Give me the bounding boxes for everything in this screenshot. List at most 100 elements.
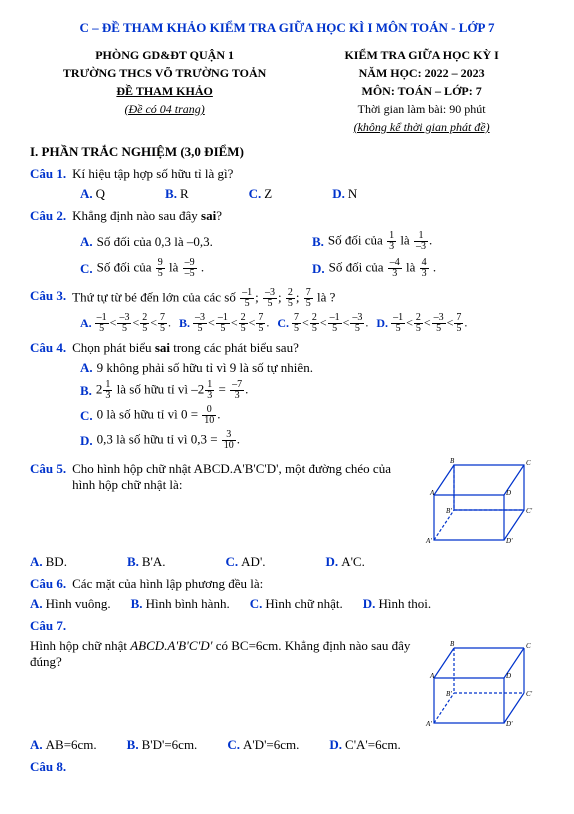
opt-label: D. [329, 737, 342, 753]
svg-text:D': D' [505, 720, 513, 728]
opt-label: C. [277, 316, 289, 331]
q6-D: Hình thoi. [378, 596, 431, 612]
q5-C: AD'. [241, 554, 265, 570]
q7-num: Câu 7. [30, 618, 66, 634]
q6-options: A.Hình vuông. B.Hình bình hành. C.Hình c… [30, 596, 544, 612]
doc-title: C – ĐỀ THAM KHẢO KIỂM TRA GIỮA HỌC KÌ I … [30, 20, 544, 36]
q3-D: –15<25<–35<75. [390, 313, 467, 334]
hdr-r1: KIỂM TRA GIỮA HỌC KỲ I [299, 46, 544, 64]
q5-D: A'C. [341, 554, 365, 570]
q3-post: là ? [317, 289, 335, 304]
q1-A: Q [96, 186, 105, 202]
q6-B: Hình bình hành. [146, 596, 230, 612]
q4-num: Câu 4. [30, 340, 66, 356]
q3-num: Câu 3. [30, 288, 66, 304]
svg-text:B: B [450, 457, 455, 465]
opt-label: D. [332, 186, 345, 202]
q2-B-pre: Số đối của [328, 232, 383, 247]
question-3: Câu 3. Thứ tự từ bé đến lớn của các số –… [30, 288, 544, 309]
q4-B: 213 là số hữu tỉ vì –213 = –73. [96, 380, 248, 401]
q1-D: N [348, 186, 357, 202]
q1-num: Câu 1. [30, 166, 66, 182]
opt-label: B. [165, 186, 177, 202]
q2-text: Khẳng định nào sau đây sai? [72, 208, 544, 224]
svg-text:A: A [429, 489, 435, 497]
q1-options: A.Q B.R C.Z D.N [80, 186, 544, 202]
svg-text:D: D [505, 489, 511, 497]
hdr-l1: PHÒNG GD&ĐT QUẬN 1 [30, 46, 299, 64]
q1-text: Kí hiệu tập hợp số hữu tỉ là gì? [72, 166, 544, 182]
q4-pre: Chọn phát biểu [72, 340, 155, 355]
opt-label: D. [326, 554, 339, 570]
q4-options: A.9 không phải số hữu tỉ vì 9 là số tự n… [80, 360, 544, 451]
hdr-l4: (Đề có 04 trang) [30, 100, 299, 118]
hdr-l3: ĐỀ THAM KHẢO [30, 82, 299, 100]
svg-text:A: A [429, 672, 435, 680]
opt-label: A. [30, 596, 43, 612]
q7-row: Hình hộp chữ nhật ABCD.A'B'C'D' có BC=6c… [30, 638, 544, 733]
q2-D-mid: là [406, 259, 415, 274]
q2-D: Số đối của –43 là 43 . [329, 258, 437, 279]
opt-label: B. [131, 596, 143, 612]
q7-pre: Hình hộp chữ nhật [30, 638, 130, 653]
q5-A: BD. [46, 554, 67, 570]
q3-pre: Thứ tự từ bé đến lớn của các số [72, 289, 236, 304]
header: PHÒNG GD&ĐT QUẬN 1 TRƯỜNG THCS VÕ TRƯỜNG… [30, 46, 544, 136]
q2-C-mid: là [169, 259, 178, 274]
svg-text:B': B' [446, 507, 452, 515]
question-6: Câu 6. Các mặt của hình lập phương đều l… [30, 576, 544, 592]
svg-text:B': B' [446, 690, 452, 698]
svg-text:D': D' [505, 537, 513, 545]
q3-text: Thứ tự từ bé đến lớn của các số –15; –35… [72, 288, 544, 309]
svg-text:C': C' [526, 507, 533, 515]
cuboid-figure-2: AD BC A'D' B'C' [424, 638, 544, 733]
svg-text:D: D [505, 672, 511, 680]
q7-options: A.AB=6cm. B.B'D'=6cm. C.A'D'=6cm. D.C'A'… [30, 737, 544, 753]
svg-text:A': A' [425, 720, 432, 728]
svg-text:C: C [526, 459, 531, 467]
q1-C: Z [264, 186, 272, 202]
q2-A: Số đối của 0,3 là –0,3. [97, 234, 213, 250]
q2-options: A.Số đối của 0,3 là –0,3. B. Số đối của … [80, 228, 544, 282]
q4-D-pre: 0,3 là số hữu tỉ vì 0,3 = [97, 431, 221, 446]
q3-A: –15<–35<25<75. [94, 313, 171, 334]
q5-text: Cho hình hộp chữ nhật ABCD.A'B'C'D', một… [72, 461, 414, 493]
q7-ital: ABCD.A'B'C'D' [130, 638, 212, 653]
q5-num: Câu 5. [30, 461, 66, 477]
opt-label: B. [127, 737, 139, 753]
q6-C: Hình chữ nhật. [265, 596, 342, 612]
opt-label: C. [250, 596, 263, 612]
opt-label: A. [80, 316, 92, 331]
question-5: Câu 5. Cho hình hộp chữ nhật ABCD.A'B'C'… [30, 461, 414, 493]
q2-sai: sai [201, 208, 216, 223]
q8-num: Câu 8. [30, 759, 66, 775]
q5-B: B'A. [142, 554, 166, 570]
question-8: Câu 8. [30, 759, 544, 775]
opt-label: D. [376, 316, 388, 331]
question-1: Câu 1. Kí hiệu tập hợp số hữu tỉ là gì? [30, 166, 544, 182]
q2-C-post: . [201, 259, 204, 274]
q7-D: C'A'=6cm. [345, 737, 401, 753]
opt-label: A. [30, 554, 43, 570]
q2-num: Câu 2. [30, 208, 66, 224]
question-7-num: Câu 7. [30, 618, 544, 634]
opt-label: A. [80, 186, 93, 202]
q4-B-eq: = [219, 381, 230, 396]
opt-label: C. [227, 737, 240, 753]
cuboid-figure-1: AD BC A'D' B'C' [424, 455, 544, 550]
q4-A: 9 không phải số hữu tỉ vì 9 là số tự nhi… [97, 360, 313, 376]
opt-label: B. [312, 234, 324, 250]
opt-label: D. [80, 433, 93, 449]
hdr-r3: MÔN: TOÁN – LỚP: 7 [299, 82, 544, 100]
q5-row: Câu 5. Cho hình hộp chữ nhật ABCD.A'B'C'… [30, 455, 544, 550]
q3-B: –35<–15<25<75. [192, 313, 269, 334]
q4-post: trong các phát biểu sau? [170, 340, 299, 355]
q2-post: ? [216, 208, 222, 223]
q6-num: Câu 6. [30, 576, 66, 592]
q7-C: A'D'=6cm. [243, 737, 299, 753]
hdr-r5: (không kể thời gian phát đề) [299, 118, 544, 136]
q5-options: A.BD. B.B'A. C.AD'. D.A'C. [30, 554, 544, 570]
opt-label: C. [80, 408, 93, 424]
svg-text:C: C [526, 642, 531, 650]
header-right: KIỂM TRA GIỮA HỌC KỲ I NĂM HỌC: 2022 – 2… [299, 46, 544, 136]
